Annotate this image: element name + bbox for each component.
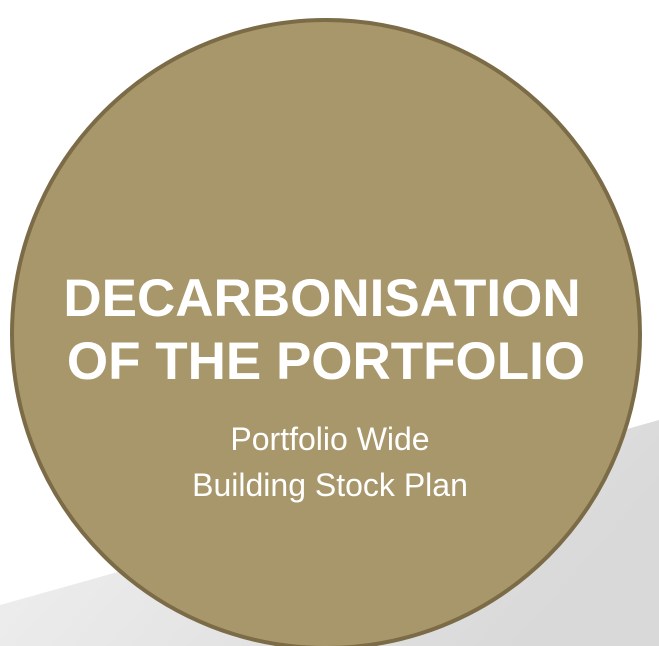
title-line: DECARBONISATION — [63, 269, 580, 328]
title-line: OF THE PORTFOLIO — [67, 332, 585, 391]
circle — [10, 18, 642, 646]
subtitle-line: Building Stock Plan — [192, 467, 468, 503]
subtitle-line: Portfolio Wide — [230, 421, 429, 457]
